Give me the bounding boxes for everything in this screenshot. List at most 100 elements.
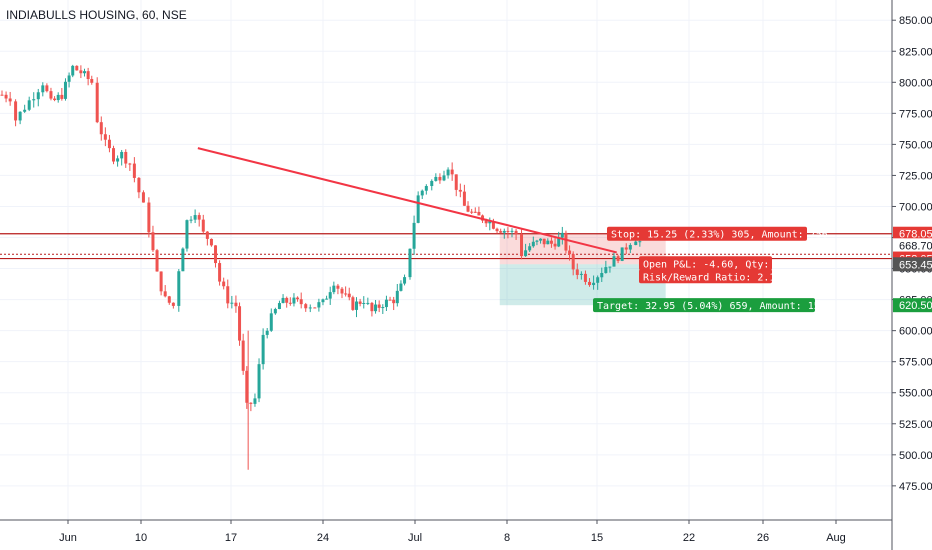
pnl-label-bg — [639, 256, 772, 271]
candle-body — [351, 297, 355, 310]
x-tick-label: Aug — [826, 532, 846, 544]
candle-body — [596, 277, 600, 283]
y-tick-label: 475.00 — [899, 481, 932, 493]
target-label: Target: 32.95 (5.04%) 659, Amount: 1527.… — [593, 298, 844, 313]
candle-body — [273, 309, 277, 314]
trendline — [197, 147, 617, 254]
x-tick-labels: Jun 10 17 24 Jul 8 15 22 26 Aug — [59, 520, 846, 544]
candle-body — [470, 211, 474, 213]
x-tick-label: 26 — [757, 532, 769, 544]
target-label-text: Target: 32.95 (5.04%) 659, Amount: 1527.… — [597, 301, 844, 312]
candle-body — [257, 364, 261, 399]
candle-body — [226, 286, 230, 304]
candle-body — [4, 94, 8, 99]
candle-body — [189, 219, 193, 221]
candle-body — [454, 174, 458, 190]
candle-body — [616, 256, 620, 261]
candle-body — [571, 254, 575, 270]
candle-body — [53, 98, 57, 101]
candle-body — [137, 177, 141, 193]
grid — [0, 0, 892, 520]
candle-body — [588, 281, 592, 286]
candle-body — [634, 241, 638, 246]
candle-body — [514, 230, 518, 235]
candle-body — [488, 221, 492, 224]
candle-body — [495, 228, 499, 232]
candle-body — [155, 250, 159, 272]
candle-body — [197, 215, 201, 220]
candle-body — [557, 237, 561, 247]
candle-body — [539, 238, 543, 241]
candle-body — [604, 267, 608, 273]
candle-body — [524, 250, 528, 257]
candle-body — [205, 231, 209, 239]
candle-body — [340, 288, 344, 294]
candle-body — [285, 297, 289, 303]
candle-body — [112, 148, 116, 162]
candle-body — [147, 202, 151, 233]
candle-body — [430, 180, 434, 187]
candle-body — [95, 82, 99, 123]
candle-body — [317, 302, 321, 308]
pnl-label-text: Open P&L: -4.60, Qty: 16 — [643, 259, 788, 270]
candle-body — [528, 246, 532, 251]
candle-body — [477, 211, 481, 216]
y-tick-label: 750.00 — [899, 139, 932, 151]
candle-body — [193, 215, 197, 220]
candle-body — [249, 402, 253, 404]
candle-body — [304, 304, 308, 309]
candle-body — [277, 303, 281, 310]
y-tick-label: 700.00 — [899, 201, 932, 213]
candle-body — [41, 85, 45, 93]
y-tick-label: 575.00 — [899, 357, 932, 369]
candle-body — [535, 240, 539, 242]
candle-body — [560, 232, 564, 238]
candle-body — [458, 189, 462, 192]
candle-body — [75, 65, 79, 71]
candle-body — [531, 241, 535, 247]
candle-body — [79, 70, 83, 74]
pnl-label: Open P&L: -4.60, Qty: 16 — [639, 256, 788, 271]
y-tick-label: 550.00 — [899, 388, 932, 400]
price-label: 668.70 — [899, 240, 932, 252]
candle-body — [265, 330, 269, 335]
price-label-bg — [893, 257, 932, 272]
candle-body — [238, 306, 242, 341]
candle-body — [473, 211, 477, 213]
candle-body — [542, 238, 546, 245]
candle-body — [424, 186, 428, 191]
candle-body — [261, 334, 265, 365]
candle-body — [288, 302, 292, 304]
rr-label-bg — [639, 269, 772, 284]
price-label: 620.50 — [899, 300, 932, 312]
candle-body — [71, 65, 75, 76]
candle-body — [583, 273, 587, 282]
candle-body — [269, 313, 273, 331]
candle-body — [392, 299, 396, 304]
candle-body — [399, 283, 403, 291]
candle-body — [579, 273, 583, 275]
candle-body — [388, 299, 392, 301]
candle-body — [624, 247, 628, 250]
candle-body — [313, 307, 317, 309]
stop-label-text: Stop: 15.25 (2.33%) 305, Amount: 756 — [611, 230, 828, 241]
candle-body — [171, 302, 175, 306]
candle-body — [575, 269, 579, 275]
price-label: 653.45 — [899, 259, 932, 271]
y-tick-label: 600.00 — [899, 326, 932, 338]
y-tick-label: 850.00 — [899, 15, 932, 27]
candle-body — [438, 176, 442, 181]
candle-body — [446, 169, 450, 176]
y-tick-label: 500.00 — [899, 450, 932, 462]
candle-body — [18, 111, 22, 121]
x-tick-label: Jul — [408, 532, 422, 544]
candle-body — [56, 94, 60, 101]
candle-body — [63, 81, 67, 99]
y-tick-label: 775.00 — [899, 108, 932, 120]
candle-body — [336, 285, 340, 289]
candle-body — [185, 220, 189, 249]
candle-body — [362, 302, 366, 304]
candle-body — [296, 297, 300, 300]
